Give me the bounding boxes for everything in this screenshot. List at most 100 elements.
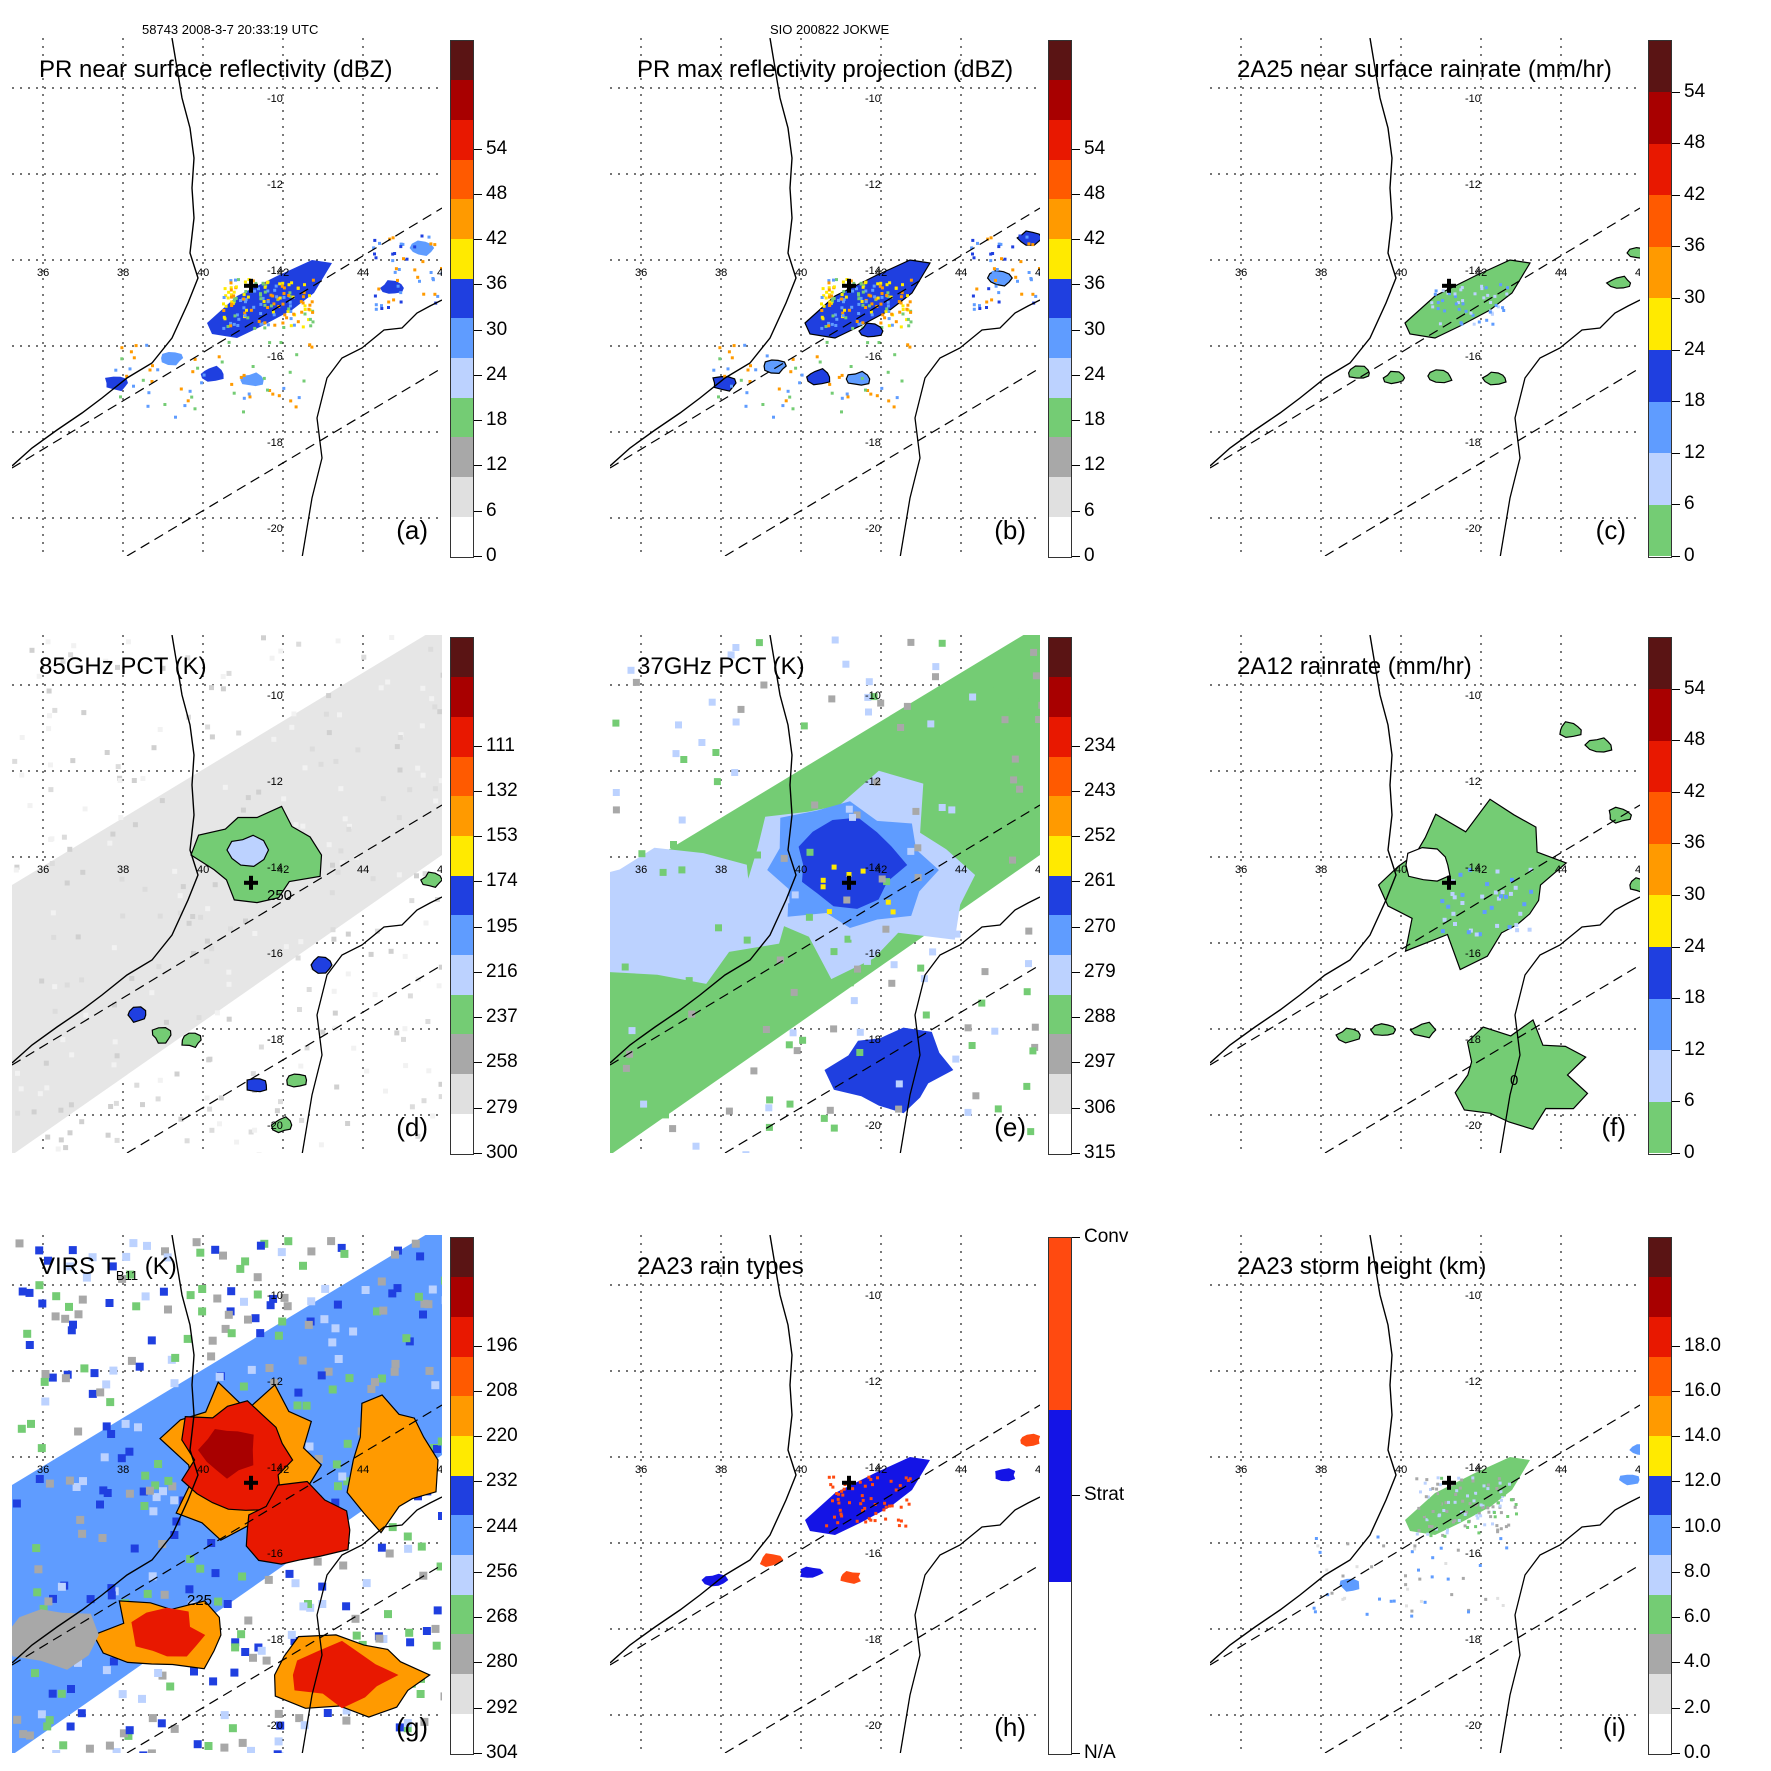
colorbar-segment xyxy=(1048,397,1072,438)
precip-cell xyxy=(1629,877,1640,893)
colorbar-segment xyxy=(1048,317,1072,359)
colorbar-tick-label: Conv xyxy=(1084,1226,1129,1247)
colorbar-tick xyxy=(1072,1062,1080,1064)
precip-cell xyxy=(1409,1021,1437,1039)
precip-cell xyxy=(1427,369,1453,384)
colorbar-segment xyxy=(1648,1276,1672,1317)
lat-label: -20 xyxy=(865,523,881,535)
colorbar-segment xyxy=(1048,795,1072,836)
precip-cell xyxy=(986,269,1013,287)
pr-swath-edge-north xyxy=(610,207,1040,469)
colorbar-segment xyxy=(1648,91,1672,144)
colorbar-tick xyxy=(1672,349,1680,351)
colorbar-tick xyxy=(1072,1237,1080,1238)
lon-label: 40 xyxy=(1395,267,1407,279)
colorbar-tick xyxy=(474,790,482,792)
colorbar-tick-label: 36 xyxy=(1684,832,1706,854)
field-virs xyxy=(12,1235,442,1753)
precip-cell xyxy=(806,368,831,386)
colorbar-segment xyxy=(450,1033,474,1075)
colorbar-tick-label: 42 xyxy=(1684,183,1706,205)
colorbar-tick-label: 292 xyxy=(486,1696,518,1718)
colorbar-segment xyxy=(1048,637,1072,678)
storm-center-cross-icon xyxy=(1442,1475,1456,1490)
precip-cell xyxy=(198,1429,254,1479)
colorbar-tick xyxy=(1672,1753,1680,1754)
lat-label: -20 xyxy=(267,1720,283,1732)
colorbar-tick xyxy=(1072,790,1080,792)
panel-letter: (e) xyxy=(994,1112,1026,1142)
panel-e: 36 38 40 42 44 46 -10 -12 -14 -16 -18 -20 37GHz PCT … xyxy=(610,635,1040,1153)
field-height xyxy=(1312,1444,1640,1618)
lat-label: -20 xyxy=(267,523,283,535)
lon-label: 36 xyxy=(1235,1464,1247,1476)
colorbar-tick xyxy=(474,374,482,376)
colorbar-tick-label: 4.0 xyxy=(1684,1651,1711,1673)
colorbar-segment xyxy=(450,875,474,916)
colorbar-e: 315 306 297 288 279 270 261 252 243 234 xyxy=(1048,637,1116,1163)
colorbar-tick-label: 42 xyxy=(1684,780,1706,802)
colorbar-tick-label: 42 xyxy=(1084,228,1106,250)
colorbar-tick xyxy=(474,1753,482,1754)
colorbar-segment xyxy=(450,795,474,836)
colorbar-segment xyxy=(450,637,474,678)
colorbar-tick xyxy=(1072,239,1080,241)
lat-label: -16 xyxy=(1465,948,1481,960)
panel-i: 36 38 40 42 44 46 -10 -12 -14 -16 -18 -20 2A23 storm… xyxy=(1210,1235,1640,1753)
lat-label: -14 xyxy=(865,1462,881,1474)
colorbar-tick-label: 270 xyxy=(1084,915,1116,937)
lat-label: -12 xyxy=(865,1376,881,1388)
colorbar-segment xyxy=(1648,895,1672,948)
panel-d: 36 38 40 42 44 46 -10 -12 -14 -16 -18 -20 250 85GHz P… xyxy=(12,635,442,1153)
colorbar-segment xyxy=(1648,40,1672,93)
precip-cell xyxy=(840,1571,861,1584)
colorbar-tick xyxy=(1072,329,1080,331)
panel-letter: (c) xyxy=(1595,515,1626,545)
storm-center-cross-icon xyxy=(244,1475,258,1490)
colorbar-segment xyxy=(450,516,474,557)
colorbar-tick xyxy=(1672,895,1680,896)
colorbar-tick-label: 6.0 xyxy=(1684,1606,1711,1628)
colorbar-segment xyxy=(450,40,474,81)
colorbar-tick xyxy=(1072,284,1080,286)
coastline xyxy=(12,1235,199,1664)
colorbar-a: 0 6 12 18 24 30 36 42 48 54 xyxy=(450,40,507,566)
colorbar-tick-label: 54 xyxy=(1684,677,1706,699)
storm-center-cross-icon xyxy=(244,278,258,293)
lat-label: -18 xyxy=(267,1634,283,1646)
colorbar-tick-label: 261 xyxy=(1084,870,1116,892)
colorbar-tick xyxy=(1672,194,1680,196)
lon-label: 40 xyxy=(197,1464,209,1476)
colorbar-segment xyxy=(450,1514,474,1556)
lon-label: 36 xyxy=(37,1464,49,1476)
colorbar-segment xyxy=(450,1113,474,1154)
colorbar-segment xyxy=(1048,1581,1072,1754)
colorbar-tick-label: 16.0 xyxy=(1684,1379,1721,1401)
colorbar-tick xyxy=(1672,1481,1680,1483)
panel-title: 2A23 storm height (km) xyxy=(1237,1253,1487,1280)
colorbar-segment xyxy=(1048,1409,1072,1582)
colorbar-segment xyxy=(1048,994,1072,1035)
colorbar-tick xyxy=(1672,1101,1680,1103)
panel-title: PR max reflectivity projection (dBZ) xyxy=(637,56,1014,83)
lon-label: 44 xyxy=(1555,1464,1567,1476)
colorbar-tick-label: 42 xyxy=(486,228,508,250)
lon-label: 46 xyxy=(1635,267,1640,279)
precip-cell xyxy=(226,834,270,868)
colorbar-tick xyxy=(1072,926,1080,928)
storm-center-cross-icon xyxy=(842,875,856,890)
colorbar-segment xyxy=(1648,298,1672,351)
colorbar-segment xyxy=(1648,349,1672,402)
colorbar-tick-label: 6 xyxy=(1684,1090,1695,1112)
lon-label: 44 xyxy=(1555,267,1567,279)
colorbar-tick-label: 304 xyxy=(486,1742,518,1763)
lat-label: -14 xyxy=(267,862,283,874)
lat-label: -14 xyxy=(865,265,881,277)
lat-label: -18 xyxy=(865,1634,881,1646)
precip-cell xyxy=(245,1480,351,1565)
colorbar-tick xyxy=(474,881,482,883)
lat-lon-grid xyxy=(610,1235,1040,1753)
colorbar-tick-label: 24 xyxy=(1684,338,1706,360)
colorbar-segment xyxy=(1648,791,1672,844)
lon-label: 44 xyxy=(1555,864,1567,876)
